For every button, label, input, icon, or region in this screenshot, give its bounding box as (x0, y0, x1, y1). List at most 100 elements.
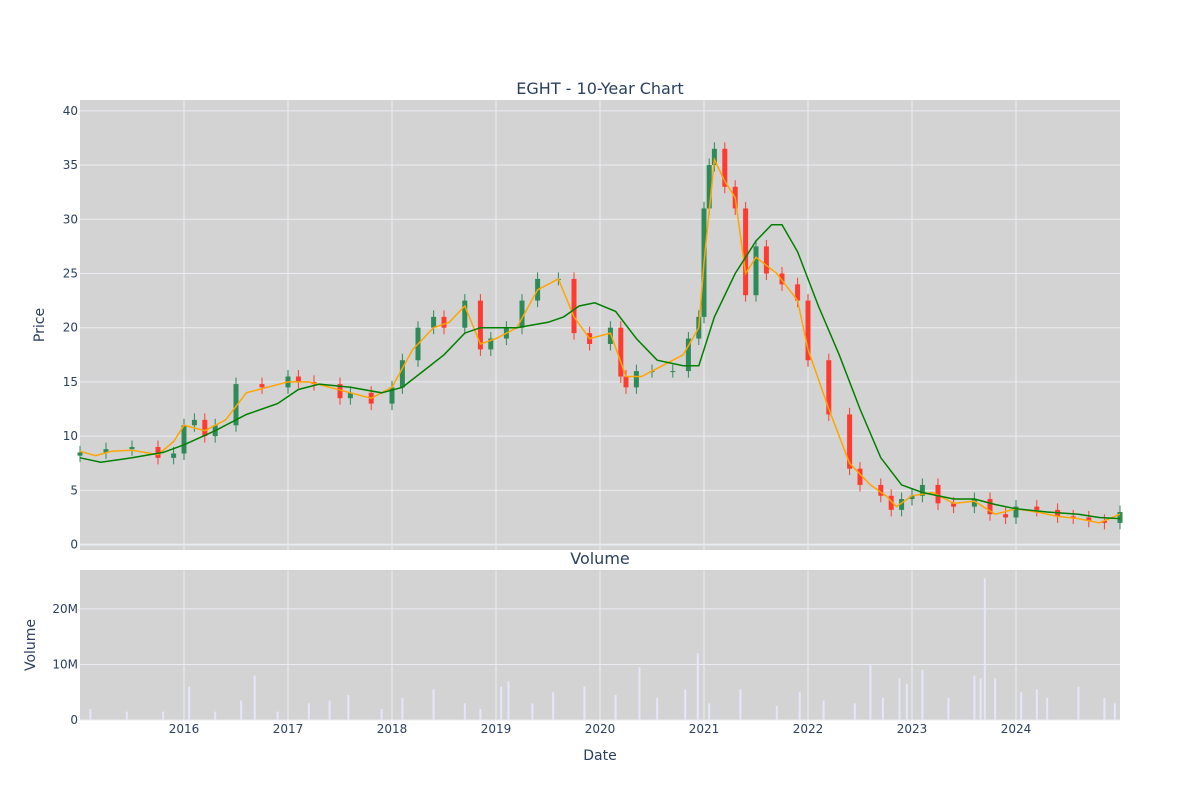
volume-bar (583, 686, 586, 720)
candle-body (181, 425, 187, 454)
volume-bar (656, 697, 659, 720)
candle-body (1034, 506, 1040, 510)
volume-bar (307, 703, 310, 720)
volume-bar (921, 670, 924, 720)
candle-body (441, 316, 447, 328)
volume-y-tick-label: 20M (52, 602, 78, 616)
candle-body (711, 148, 717, 166)
price-y-tick-label: 10 (63, 429, 78, 443)
price-y-tick-label: 0 (70, 538, 78, 552)
candle-body (1086, 517, 1092, 521)
volume-bar (253, 675, 256, 720)
volume-y-tick-label: 0 (70, 713, 78, 727)
volume-bar (1113, 703, 1116, 720)
candle-body (795, 284, 801, 301)
candle-body (888, 495, 894, 510)
price-y-tick-label: 20 (63, 321, 78, 335)
price-y-ticks: 0 5 10 15 20 25 30 35 40 (63, 104, 78, 552)
volume-bar (881, 697, 884, 720)
price-y-tick-label: 25 (63, 266, 78, 280)
candle-body (571, 278, 577, 334)
price-candles (77, 142, 1123, 530)
price-y-tick-label: 35 (63, 158, 78, 172)
volume-bar (479, 708, 482, 720)
candle-body (1070, 516, 1076, 518)
volume-bar (1020, 692, 1023, 720)
candle-body (155, 446, 161, 458)
x-tick-label: 2018 (377, 722, 408, 736)
candle-body (1117, 512, 1123, 523)
candle-body (1013, 506, 1019, 518)
x-axis-title: Date (583, 748, 616, 764)
price-y-tick-label: 5 (70, 483, 78, 497)
candle-body (623, 376, 629, 388)
candle-body (488, 338, 494, 350)
candle-body (347, 392, 353, 399)
volume-bar (898, 678, 901, 720)
volume-chart-title: Volume (570, 549, 630, 568)
volume-bar (214, 711, 217, 720)
candle-body (743, 208, 749, 296)
volume-bar (240, 700, 243, 720)
candle-body (722, 148, 728, 187)
price-y-tick-label: 30 (63, 212, 78, 226)
volume-bar (708, 703, 711, 720)
volume-bar (432, 689, 435, 720)
candle-body (670, 371, 676, 373)
x-tick-label: 2021 (689, 722, 720, 736)
candle-body (753, 246, 759, 296)
volume-bar (328, 700, 331, 720)
candle-body (431, 316, 437, 328)
x-tick-label: 2016 (169, 722, 200, 736)
candle-body (1003, 514, 1009, 518)
price-y-tick-label: 40 (63, 104, 78, 118)
volume-bar (500, 686, 503, 720)
price-grid (80, 100, 1120, 550)
candle-body (607, 327, 613, 344)
ma-long-line (79, 223, 1121, 520)
candle-body (259, 384, 265, 388)
candle-body (202, 419, 208, 437)
volume-bar (973, 675, 976, 720)
price-y-axis-title: Price (32, 308, 48, 342)
candle-body (919, 484, 925, 496)
candle-body (909, 495, 915, 500)
candle-body (971, 499, 977, 507)
price-y-tick-label: 15 (63, 375, 78, 389)
volume-bar (684, 689, 687, 720)
candle-body (233, 384, 239, 426)
volume-bar (853, 703, 856, 720)
candle-body (779, 273, 785, 285)
volume-bar (869, 664, 872, 720)
volume-bar (125, 711, 128, 720)
volume-bar (798, 692, 801, 720)
volume-grid (80, 570, 1120, 721)
volume-bar (507, 681, 510, 720)
candle-body (706, 165, 712, 209)
volume-bar (1077, 686, 1080, 720)
x-tick-label: 2019 (481, 722, 512, 736)
candle-body (129, 446, 135, 450)
candle-body (171, 453, 177, 458)
candle-body (191, 419, 197, 426)
candle-body (685, 338, 691, 372)
volume-bar (983, 578, 986, 720)
volume-bar (552, 692, 555, 720)
volume-bar (696, 653, 699, 720)
candle-body (847, 414, 853, 469)
candle-body (399, 360, 405, 388)
candle-body (462, 300, 468, 328)
volume-bar (638, 667, 641, 720)
ma-short-line (79, 156, 1121, 524)
volume-bar (188, 686, 191, 720)
candle-body (826, 360, 832, 415)
volume-bar (1103, 697, 1106, 720)
volume-y-axis-title: Volume (23, 619, 39, 671)
volume-bar (276, 711, 279, 720)
volume-bar (947, 697, 950, 720)
volume-bar (905, 683, 908, 720)
candle-body (987, 499, 993, 515)
candle-body (103, 449, 109, 453)
volume-bar (89, 708, 92, 720)
